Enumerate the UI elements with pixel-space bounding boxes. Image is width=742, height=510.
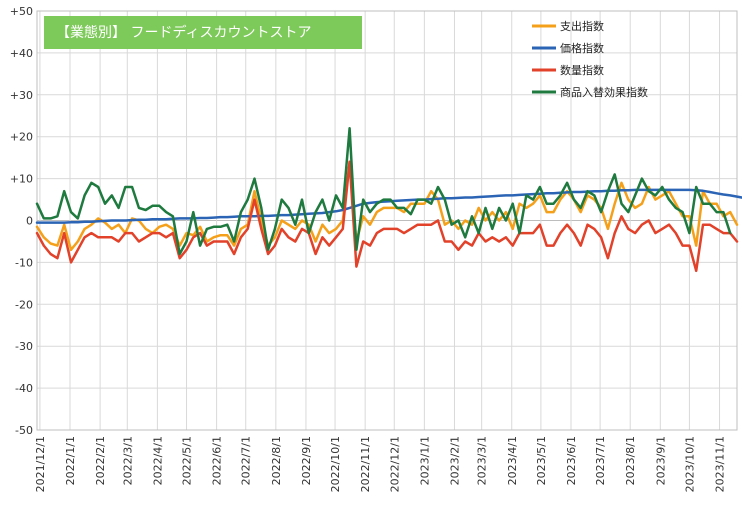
x-tick-label: 2023/11/1 bbox=[714, 436, 727, 492]
y-tick-label: +20 bbox=[10, 131, 33, 144]
chart-title: 【業態別】 フードディスカウントストア bbox=[56, 24, 311, 41]
y-tick-label: -10 bbox=[15, 256, 33, 269]
x-tick-label: 2023/4/1 bbox=[506, 436, 519, 485]
x-tick-label: 2022/11/1 bbox=[359, 436, 372, 492]
x-tick-label: 2023/6/1 bbox=[565, 436, 578, 485]
legend-label: 商品入替効果指数 bbox=[560, 85, 648, 99]
x-tick-label: 2022/9/1 bbox=[300, 436, 313, 485]
x-tick-label: 2023/10/1 bbox=[683, 436, 696, 492]
series-line bbox=[35, 188, 742, 224]
x-tick-label: 2023/7/1 bbox=[594, 436, 607, 485]
x-tick-label: 2023/3/1 bbox=[476, 436, 489, 485]
x-tick-label: 2022/3/1 bbox=[121, 436, 134, 485]
x-tick-label: 2022/4/1 bbox=[151, 436, 164, 485]
x-tick-label: 2023/9/1 bbox=[654, 436, 667, 485]
x-tick-label: 2023/1/1 bbox=[418, 436, 431, 485]
y-tick-label: -50 bbox=[15, 424, 33, 437]
y-tick-label: 0 bbox=[26, 215, 33, 228]
legend-label: 数量指数 bbox=[560, 63, 604, 77]
x-tick-label: 2022/10/1 bbox=[329, 436, 342, 492]
y-tick-label: +50 bbox=[10, 5, 33, 18]
series-line bbox=[35, 160, 739, 273]
legend-label: 価格指数 bbox=[560, 41, 604, 55]
x-tick-label: 2022/8/1 bbox=[270, 436, 283, 485]
x-tick-label: 2022/5/1 bbox=[181, 436, 194, 485]
y-tick-label: -40 bbox=[15, 382, 33, 395]
legend-label: 支出指数 bbox=[560, 19, 604, 33]
axes: +50 +40 +30 +20 +10 0 -10 -20 -30 -40 -502021/12/1… bbox=[10, 5, 738, 492]
x-tick-label: 2022/1/1 bbox=[64, 436, 77, 485]
x-tick-label: 2022/2/1 bbox=[94, 436, 107, 485]
series-line bbox=[35, 127, 732, 256]
y-tick-label: +30 bbox=[10, 89, 33, 102]
x-tick-label: 2022/7/1 bbox=[240, 436, 253, 485]
x-tick-label: 2022/6/1 bbox=[211, 436, 224, 485]
series-lines bbox=[35, 127, 742, 273]
x-tick-label: 2023/2/1 bbox=[448, 436, 461, 485]
y-tick-label: +10 bbox=[10, 173, 33, 186]
x-tick-label: 2023/8/1 bbox=[624, 436, 637, 485]
chart-title-box: 【業態別】 フードディスカウントストア bbox=[44, 16, 362, 49]
title-background bbox=[44, 16, 362, 49]
x-tick-label: 2021/12/1 bbox=[34, 436, 47, 492]
y-tick-label: -20 bbox=[15, 298, 33, 311]
y-tick-label: -30 bbox=[15, 340, 33, 353]
plot-area-border bbox=[36, 10, 738, 431]
x-tick-label: 2023/5/1 bbox=[535, 436, 548, 485]
y-tick-label: +40 bbox=[10, 47, 33, 60]
x-tick-label: 2022/12/1 bbox=[388, 436, 401, 492]
